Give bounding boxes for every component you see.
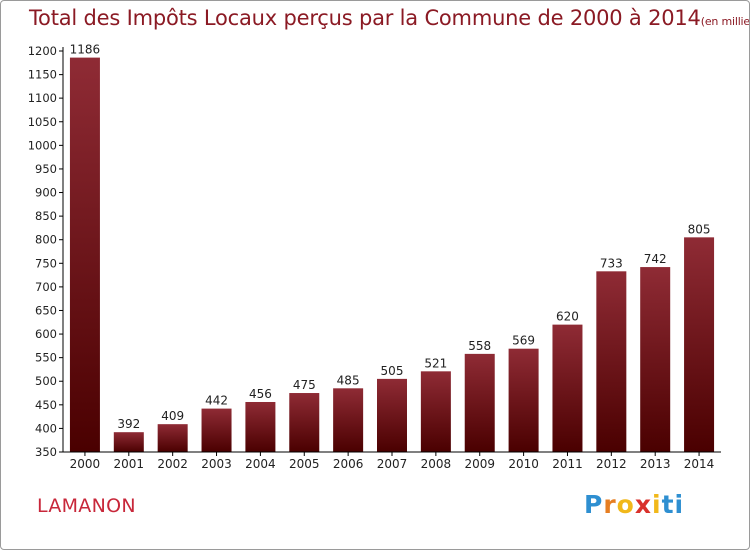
y-tick-label: 350 — [35, 445, 57, 459]
logo-letter: t — [661, 490, 675, 519]
y-tick-label: 450 — [35, 398, 57, 412]
y-tick-label: 1100 — [28, 91, 57, 105]
bar-2008 — [420, 371, 451, 452]
bar-2002 — [157, 424, 188, 452]
y-tick-label: 500 — [35, 374, 57, 388]
logo-letter: o — [616, 490, 635, 519]
bar-value-label: 521 — [424, 356, 447, 370]
bar-value-label: 805 — [688, 222, 711, 236]
y-tick-label: 700 — [35, 280, 57, 294]
y-tick-label: 650 — [35, 303, 57, 317]
bar-value-label: 475 — [293, 378, 316, 392]
bar-value-label: 505 — [381, 364, 404, 378]
x-tick-label: 2002 — [157, 457, 188, 471]
x-tick-label: 2014 — [684, 457, 715, 471]
logo-letter: P — [584, 490, 604, 519]
bar-value-label: 392 — [117, 417, 140, 431]
bar-value-label: 485 — [337, 373, 360, 387]
y-axis: 350 400 450 500 550 600 650 700 750 800 850 900 950 1… — [28, 44, 64, 459]
bar-2003 — [201, 408, 232, 452]
x-tick-label: 2006 — [333, 457, 364, 471]
bar-2005 — [289, 393, 320, 452]
bar-value-label: 558 — [468, 339, 491, 353]
y-tick-label: 400 — [35, 421, 57, 435]
chart-title-unit: (en milliers d'€) — [700, 15, 750, 28]
x-tick-label: 2001 — [114, 457, 145, 471]
x-tick-label: 2009 — [464, 457, 495, 471]
y-tick-label: 950 — [35, 162, 57, 176]
bar-value-label: 742 — [644, 252, 667, 266]
y-tick-label: 1000 — [28, 138, 57, 152]
bar-2013 — [640, 267, 671, 452]
y-tick-label: 600 — [35, 327, 57, 341]
x-tick-label: 2007 — [377, 457, 408, 471]
x-tick-label: 2004 — [245, 457, 276, 471]
bar-2011 — [552, 324, 583, 452]
bar-2004 — [245, 401, 276, 452]
bar-value-label: 442 — [205, 394, 228, 408]
proxiti-logo: Proxiti — [584, 490, 684, 519]
y-tick-label: 1050 — [28, 115, 57, 129]
bar-value-label: 409 — [161, 409, 184, 423]
y-tick-label: 900 — [35, 186, 57, 200]
x-tick-label: 2012 — [596, 457, 627, 471]
chart-title-text: Total des Impôts Locaux perçus par la Co… — [29, 6, 701, 30]
commune-name: LAMANON — [37, 495, 136, 517]
x-axis: 2000 2001 2002 2003 2004 2005 2006 2007 2008 2009… — [63, 451, 721, 471]
x-tick-label: 2013 — [640, 457, 671, 471]
y-tick-label: 800 — [35, 233, 57, 247]
bar-2006 — [333, 388, 364, 452]
x-tick-label: 2003 — [201, 457, 232, 471]
logo-letter: i — [674, 490, 685, 519]
x-tick-label: 2000 — [70, 457, 101, 471]
bar-2010 — [508, 348, 539, 452]
logo-letter: x — [634, 490, 652, 519]
bar-value-label: 620 — [556, 310, 579, 324]
bar-value-label: 1186 — [70, 43, 101, 57]
logo-letter: i — [652, 490, 662, 519]
y-tick-label: 850 — [35, 209, 57, 223]
y-tick-label: 1150 — [28, 68, 57, 82]
x-tick-label: 2008 — [421, 457, 452, 471]
bar-value-label: 733 — [600, 256, 623, 270]
bar-2014 — [684, 237, 715, 452]
x-tick-label: 2011 — [552, 457, 583, 471]
bars-group: 1186 392 409 442 456 475 485 505 521 558 569 620 733… — [69, 43, 715, 452]
chart-title: Total des Impôts Locaux perçus par la Co… — [29, 6, 750, 30]
x-tick-label: 2005 — [289, 457, 320, 471]
bar-2000 — [69, 57, 100, 452]
bar-2001 — [113, 432, 144, 452]
bar-2007 — [377, 378, 407, 452]
y-tick-label: 1200 — [28, 44, 57, 58]
y-tick-label: 750 — [35, 256, 57, 270]
logo-letter: r — [603, 490, 617, 519]
bar-2012 — [596, 271, 627, 452]
bar-value-label: 569 — [512, 334, 535, 348]
bar-value-label: 456 — [249, 387, 272, 401]
bar-2009 — [464, 353, 495, 452]
y-tick-label: 550 — [35, 351, 57, 365]
x-tick-label: 2010 — [508, 457, 539, 471]
